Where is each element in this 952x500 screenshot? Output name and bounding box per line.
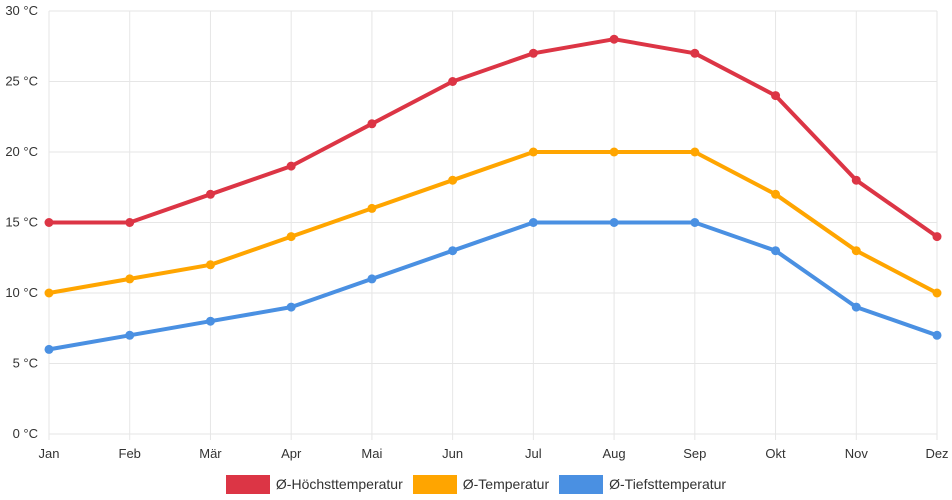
data-point[interactable] [771, 246, 781, 256]
data-point[interactable] [771, 91, 781, 101]
x-tick-label: Okt [765, 446, 786, 461]
data-point[interactable] [690, 218, 700, 227]
data-point[interactable] [205, 189, 215, 199]
x-tick-label: Mai [361, 446, 382, 461]
series-line-0 [47, 37, 939, 239]
x-tick-label: Aug [603, 446, 626, 461]
data-point[interactable] [448, 77, 458, 86]
x-tick-label: Apr [281, 446, 302, 461]
legend-label-avg: Ø-Temperatur [462, 476, 550, 492]
legend-swatch-avg [412, 474, 457, 494]
data-point[interactable] [528, 218, 538, 227]
y-tick-label: 5 °C [13, 356, 38, 371]
x-tick-label: Feb [119, 446, 141, 461]
data-point[interactable] [609, 147, 619, 157]
legend-item-max[interactable]: Ø-Höchsttemperatur [225, 474, 403, 494]
y-axis-ticks: 0 °C 5 °C 10 °C 15 °C 20 °C 25 °C 30 °C [5, 3, 38, 441]
legend-item-avg[interactable]: Ø-Temperatur [412, 474, 550, 494]
data-point[interactable] [286, 161, 296, 171]
legend-label-min: Ø-Tiefsttemperatur [609, 476, 727, 492]
series-line-1 [47, 150, 939, 295]
data-point[interactable] [44, 344, 54, 354]
data-point[interactable] [609, 34, 619, 44]
data-point[interactable] [44, 218, 54, 227]
data-point[interactable] [367, 274, 377, 284]
y-tick-label: 10 °C [5, 285, 38, 300]
y-tick-label: 30 °C [5, 3, 38, 18]
data-point[interactable] [125, 330, 135, 340]
data-point[interactable] [286, 232, 296, 242]
data-point[interactable] [125, 218, 135, 227]
x-axis-ticks: Jan Feb Mär Apr Mai Jun Jul Aug Sep Okt Nov Dez [39, 446, 949, 461]
data-point[interactable] [205, 260, 215, 270]
data-point[interactable] [932, 330, 942, 340]
data-point[interactable] [609, 218, 619, 227]
data-point[interactable] [851, 302, 861, 312]
data-point[interactable] [690, 147, 700, 157]
x-tick-label: Sep [683, 446, 706, 461]
y-tick-label: 25 °C [5, 74, 38, 89]
data-point[interactable] [932, 232, 942, 242]
data-point[interactable] [690, 48, 700, 58]
y-tick-label: 0 °C [13, 426, 38, 441]
data-point[interactable] [286, 302, 296, 312]
y-tick-label: 20 °C [5, 144, 38, 159]
data-point[interactable] [44, 288, 54, 298]
line-chart: 0 °C 5 °C 10 °C 15 °C 20 °C 25 °C 30 °C Jan Feb… [5, 3, 949, 461]
legend-item-min[interactable]: Ø-Tiefsttemperatur [559, 474, 727, 494]
data-point[interactable] [771, 189, 781, 199]
data-point[interactable] [528, 48, 538, 58]
x-tick-label: Jun [442, 446, 463, 461]
grid-lines [48, 10, 938, 440]
data-point[interactable] [932, 288, 942, 298]
chart-legend: Ø-Höchsttemperatur Ø-Temperatur Ø-Tiefst… [0, 472, 952, 496]
x-tick-label: Dez [925, 446, 948, 461]
series-layer [44, 34, 942, 354]
x-tick-label: Jul [525, 446, 542, 461]
data-point[interactable] [851, 246, 861, 256]
data-point[interactable] [367, 119, 377, 129]
series-line-2 [47, 220, 939, 352]
data-point[interactable] [367, 203, 377, 213]
x-tick-label: Mär [199, 446, 222, 461]
data-point[interactable] [125, 274, 135, 284]
legend-swatch-min [559, 474, 604, 494]
legend-label-max: Ø-Höchsttemperatur [275, 476, 403, 492]
data-point[interactable] [205, 316, 215, 326]
x-tick-label: Nov [845, 446, 869, 461]
data-point[interactable] [851, 175, 861, 185]
data-point[interactable] [528, 147, 538, 157]
data-point[interactable] [448, 246, 458, 256]
x-tick-label: Jan [39, 446, 60, 461]
data-point[interactable] [448, 175, 458, 185]
y-tick-label: 15 °C [5, 215, 38, 230]
legend-swatch-max [225, 474, 270, 494]
